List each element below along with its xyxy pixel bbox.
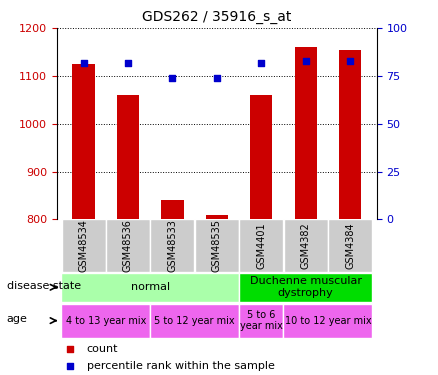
Text: GSM4384: GSM4384 [345,222,355,269]
Text: GSM48533: GSM48533 [167,219,177,272]
Text: 5 to 12 year mix: 5 to 12 year mix [154,316,235,326]
Text: 5 to 6
year mix: 5 to 6 year mix [240,310,283,332]
Bar [62,219,106,272]
Text: Duchenne muscular
dystrophy: Duchenne muscular dystrophy [250,276,362,298]
Bar [250,95,272,219]
Text: age: age [7,315,28,324]
Bar [117,95,139,219]
Point [80,60,87,66]
Text: count: count [86,344,118,354]
Point [302,58,309,64]
Bar [61,304,150,338]
Bar [239,304,283,338]
Text: GSM48534: GSM48534 [78,219,88,272]
Text: 4 to 13 year mix: 4 to 13 year mix [66,316,146,326]
Point [124,60,131,66]
Text: GSM48535: GSM48535 [212,219,222,272]
Text: normal: normal [131,282,170,292]
Text: GSM4401: GSM4401 [256,222,266,269]
Bar [284,219,328,272]
Bar [61,273,239,302]
Text: GSM48536: GSM48536 [123,219,133,272]
Text: 10 to 12 year mix: 10 to 12 year mix [285,316,371,326]
Title: GDS262 / 35916_s_at: GDS262 / 35916_s_at [142,10,292,24]
Bar [339,50,361,219]
Bar [328,219,372,272]
Bar [72,64,95,219]
Point [258,60,265,66]
Bar [283,304,372,338]
Bar [294,47,317,219]
Point [169,75,176,81]
Bar [239,219,283,272]
Bar [161,200,184,219]
Point [346,58,353,64]
Bar [106,219,150,272]
Bar [239,273,372,302]
Bar [195,219,239,272]
Bar [206,214,228,219]
Point [337,132,344,138]
Text: disease state: disease state [7,281,81,291]
Text: percentile rank within the sample: percentile rank within the sample [86,361,274,371]
Text: GSM4382: GSM4382 [300,222,311,269]
Bar [150,304,239,338]
Bar [150,219,194,272]
Point [213,75,220,81]
Point [337,286,344,292]
